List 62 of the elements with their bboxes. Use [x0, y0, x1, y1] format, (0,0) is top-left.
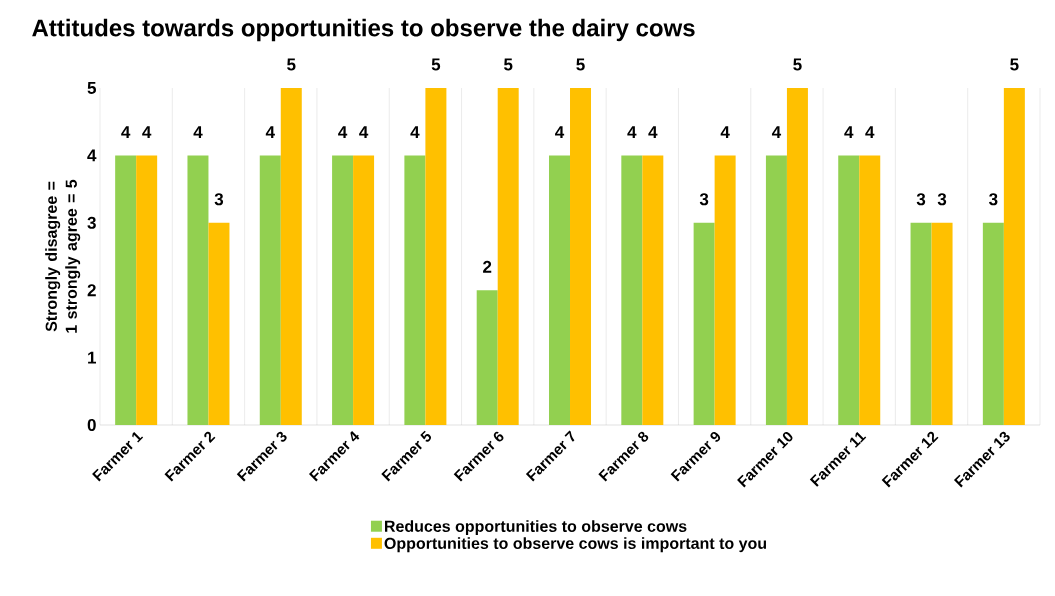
bar: [259, 155, 281, 425]
bar: [570, 88, 592, 425]
data-label: 4: [771, 126, 782, 138]
data-label: 4: [865, 126, 875, 138]
y-axis-title: Strongly disagree = 1 strongly agree = 5: [45, 179, 81, 333]
bar: [786, 88, 808, 425]
legend-label: Opportunities to observe cows is important to you: [384, 537, 767, 553]
bar: [497, 88, 519, 425]
bar: [476, 290, 498, 425]
bar: [404, 155, 426, 425]
bar: [353, 155, 375, 425]
data-label: 4: [410, 126, 420, 138]
data-label: 2: [483, 260, 492, 273]
y-tick-label: 4: [87, 149, 97, 162]
data-label: 3: [214, 193, 224, 206]
data-label: 4: [265, 126, 275, 138]
data-label: 4: [555, 126, 565, 138]
bar: [714, 155, 736, 425]
data-label: 5: [793, 58, 802, 71]
bar: [115, 155, 137, 425]
bar: [621, 155, 643, 425]
data-label: 3: [916, 193, 926, 206]
data-label: 4: [193, 126, 203, 138]
y-tick-label: 3: [87, 216, 96, 229]
bar: [838, 155, 860, 425]
bar: [208, 222, 230, 425]
bar: [693, 222, 715, 425]
data-label: 5: [576, 58, 585, 71]
bar: [280, 88, 302, 425]
y-tick-label: 5: [87, 82, 97, 94]
data-label: 4: [844, 126, 854, 138]
data-label: 5: [431, 58, 441, 71]
bar: [136, 155, 158, 425]
data-label: 4: [142, 126, 152, 138]
data-label: 4: [121, 126, 131, 138]
bar: [332, 155, 354, 425]
data-label: 4: [338, 126, 348, 138]
bar: [642, 155, 664, 425]
data-label: 4: [720, 126, 730, 138]
bar: [549, 155, 571, 425]
data-label: 3: [699, 193, 709, 206]
data-label: 3: [937, 193, 947, 206]
bar: [910, 222, 932, 425]
bar: [1003, 88, 1025, 425]
bar: [765, 155, 787, 425]
bar: [859, 155, 881, 425]
data-label: 5: [287, 58, 296, 71]
data-label: 5: [503, 58, 513, 71]
bar: [931, 222, 953, 425]
data-label: 4: [648, 126, 658, 138]
chart-title: Attitudes towards opportunities to observe the dairy cows: [32, 18, 695, 42]
y-tick-label: 0: [87, 418, 96, 432]
bar: [187, 155, 209, 425]
legend-label: Reduces opportunities to observe cows: [385, 520, 687, 536]
data-label: 4: [627, 126, 637, 138]
data-label: 5: [1010, 58, 1019, 71]
bar: [425, 88, 447, 425]
data-label: 3: [989, 193, 998, 206]
bar: [982, 222, 1004, 425]
y-tick-label: 2: [87, 284, 96, 297]
y-tick-label: 1: [88, 351, 97, 364]
data-label: 4: [359, 126, 369, 138]
